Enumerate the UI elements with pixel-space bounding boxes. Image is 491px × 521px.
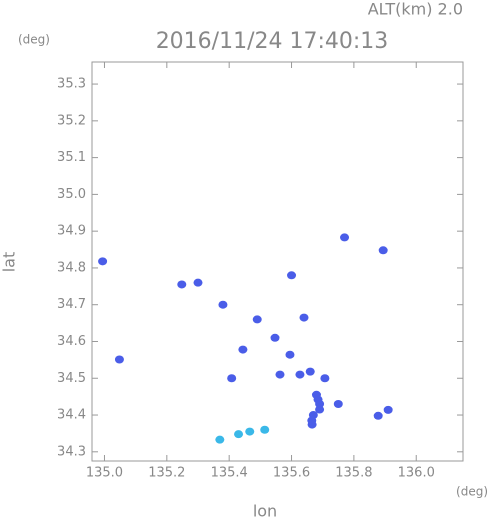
echo — [275, 370, 285, 379]
x-axis-label: lon — [253, 502, 277, 521]
echo — [285, 350, 295, 359]
echo — [227, 374, 237, 383]
echo — [260, 425, 270, 434]
x-tick-label: 136.0 — [398, 466, 435, 481]
x-unit: (deg) — [456, 485, 488, 499]
y-tick-label: 34.7 — [57, 297, 86, 312]
y-tick-label: 34.9 — [57, 224, 86, 239]
x-tick-label: 135.6 — [273, 466, 310, 481]
echo — [215, 435, 225, 444]
echo — [383, 405, 393, 414]
echo — [315, 405, 325, 414]
echo — [270, 333, 280, 342]
echo — [234, 430, 244, 439]
x-tick-label: 135.8 — [335, 466, 372, 481]
echo — [114, 355, 124, 364]
echo — [305, 367, 315, 376]
plot-frame — [91, 61, 464, 462]
echo — [238, 345, 248, 354]
echo — [307, 416, 317, 425]
echo — [177, 280, 187, 289]
echo — [340, 233, 350, 242]
echo — [295, 370, 305, 379]
y-tick-label: 34.4 — [57, 408, 86, 423]
echo — [299, 313, 309, 322]
echo — [333, 400, 343, 408]
y-unit: (deg) — [18, 33, 50, 47]
y-tick-label: 34.3 — [57, 444, 86, 459]
echo — [315, 400, 325, 408]
y-tick-label: 34.8 — [57, 260, 86, 275]
y-tick-label: 35.1 — [57, 150, 86, 165]
y-tick-label: 35.0 — [57, 187, 86, 202]
echo — [311, 390, 321, 399]
echo — [218, 300, 228, 309]
y-tick-label: 35.3 — [57, 77, 86, 92]
echo — [252, 315, 262, 324]
echo — [320, 374, 330, 383]
y-axis-label: lat — [0, 252, 19, 273]
x-tick-label: 135.0 — [86, 466, 123, 481]
y-tick-label: 34.5 — [57, 371, 86, 386]
chart-title: 2016/11/24 17:40:13 — [156, 29, 389, 54]
echo — [287, 271, 297, 280]
altitude-label: ALT(km) 2.0 — [368, 0, 463, 19]
x-tick-label: 135.2 — [148, 466, 185, 481]
echo — [373, 411, 383, 420]
y-tick-label: 35.2 — [57, 113, 86, 128]
y-tick-label: 34.6 — [57, 334, 86, 349]
echo — [245, 427, 255, 436]
x-tick-label: 135.4 — [211, 466, 248, 481]
echo — [98, 257, 108, 266]
echo — [193, 278, 203, 287]
echo — [378, 246, 388, 255]
